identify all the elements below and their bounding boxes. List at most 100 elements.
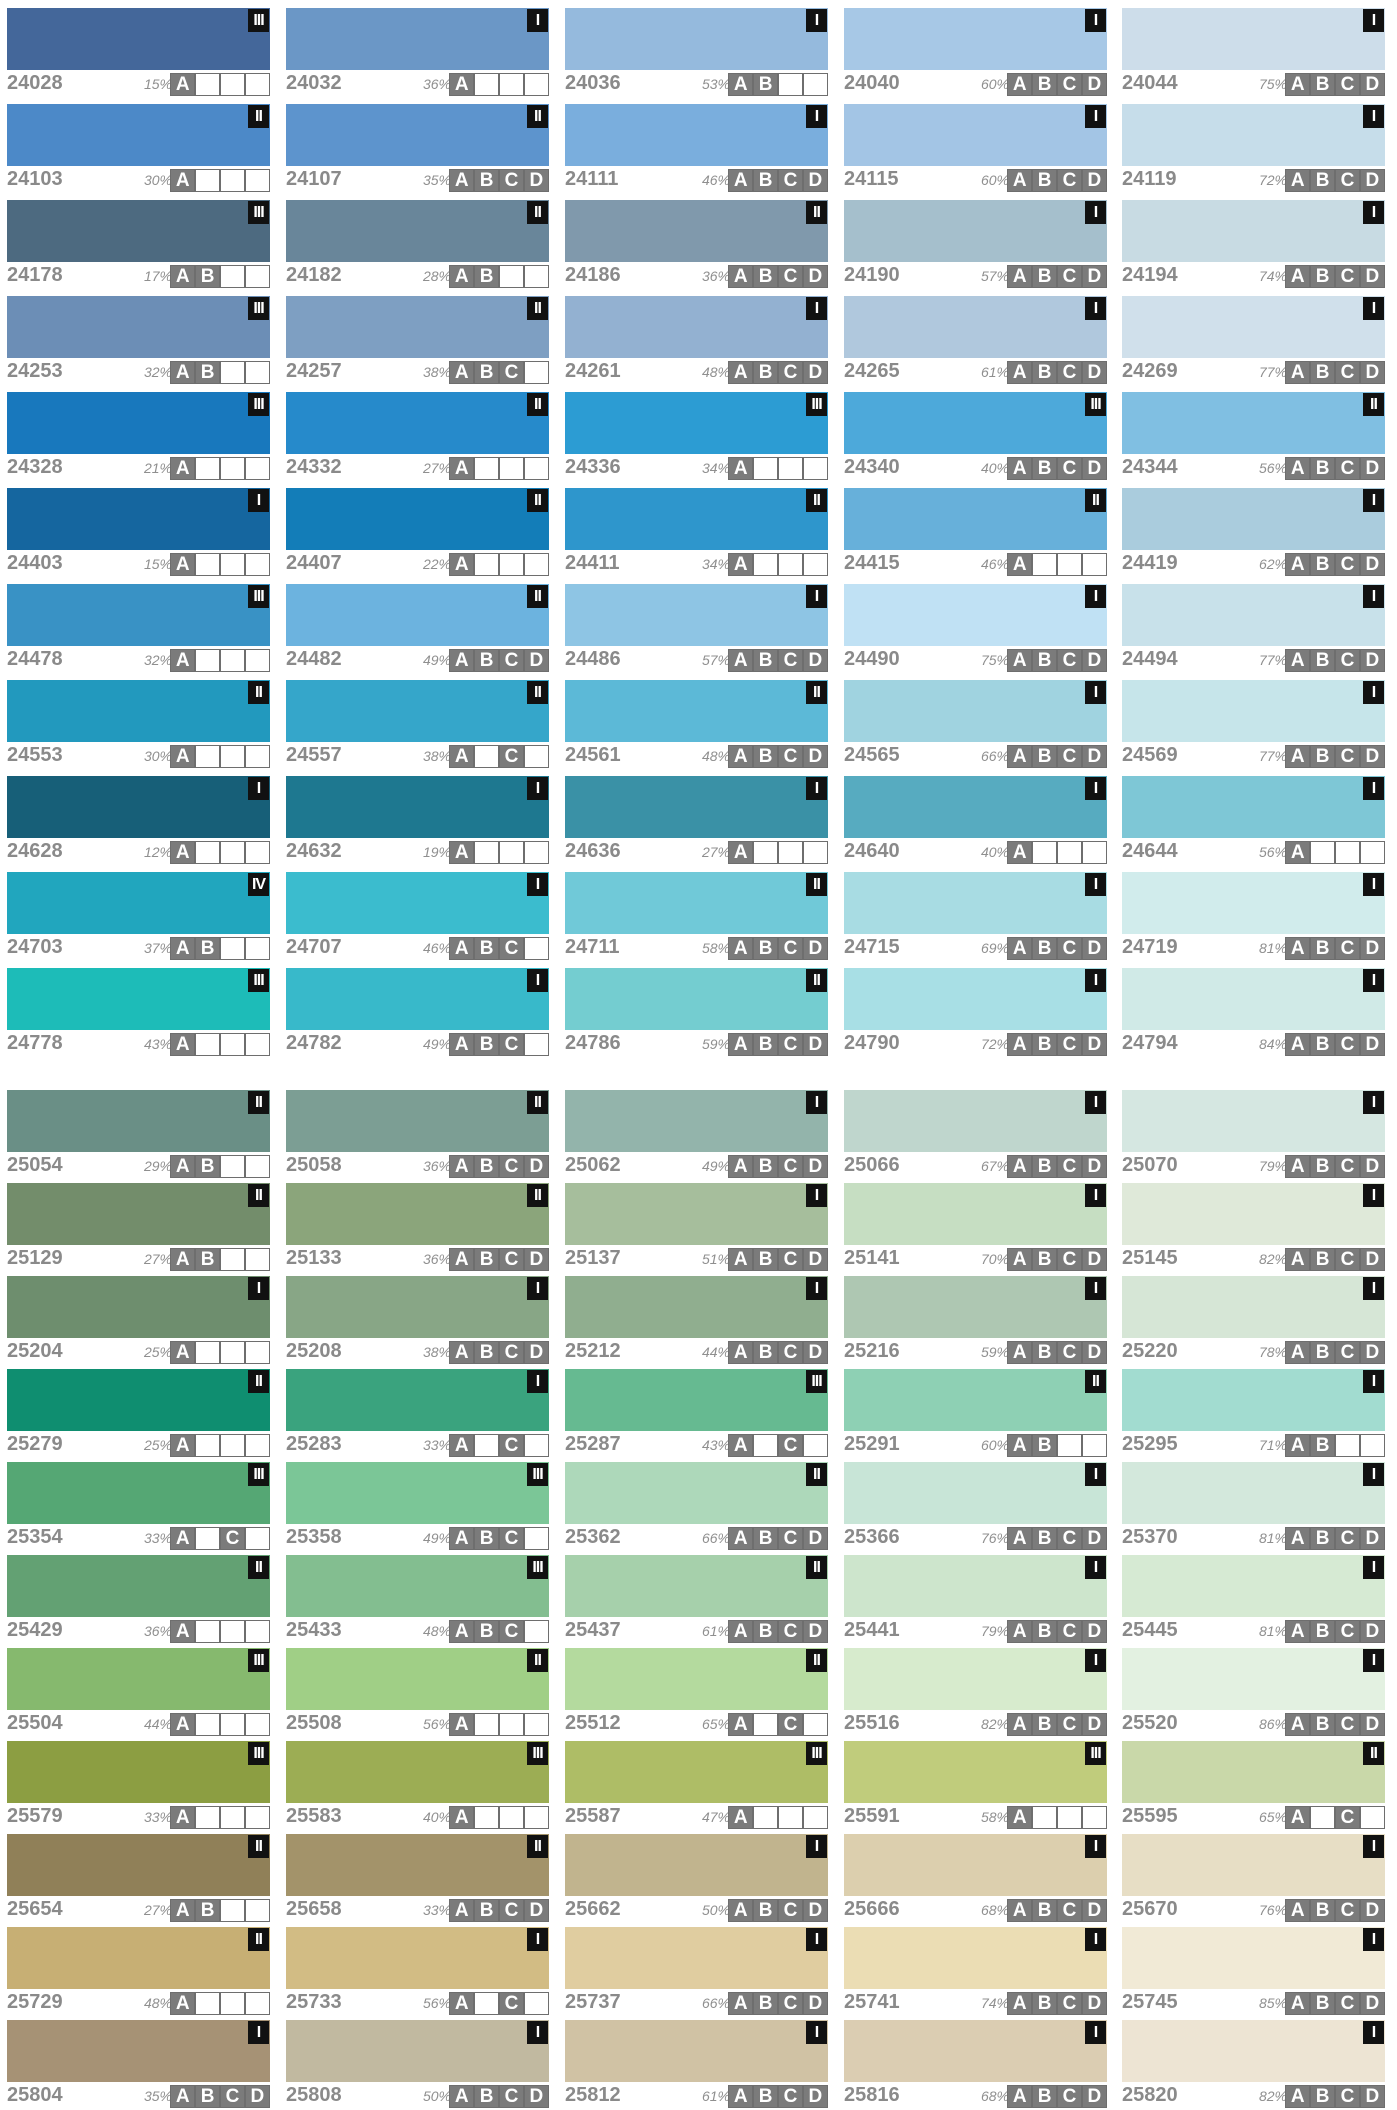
color-swatch: I 24790 72% A B C D (844, 968, 1107, 1056)
swatch-color-block (565, 1741, 828, 1803)
rating-box-a: A (729, 650, 753, 671)
color-swatch: III 25583 40% A (286, 1741, 549, 1829)
percent-value: 59% (701, 1036, 730, 1052)
rating-box-d: D (1082, 1993, 1106, 2014)
rating-box-d (803, 74, 827, 95)
percent-value: 61% (701, 1623, 730, 1639)
swatch-color-block (844, 104, 1107, 166)
rating-box-d (245, 458, 269, 479)
grade-badge: I (1363, 1277, 1384, 1300)
rating-box-a: A (450, 746, 474, 767)
grade-badge: III (806, 1742, 827, 1765)
swatch-color-block (844, 1927, 1107, 1989)
color-swatch: I 25812 61% A B C D (565, 2020, 828, 2108)
swatch-color-block (565, 8, 828, 70)
rating-box-b (753, 554, 778, 575)
swatch-color-block (1122, 968, 1385, 1030)
grade-badge: I (1085, 105, 1106, 128)
rating-box-a: A (171, 1249, 195, 1270)
percent-value: 51% (701, 1251, 730, 1267)
rating-box-a: A (1008, 1249, 1032, 1270)
grade-badge: I (806, 1091, 827, 1114)
color-swatch: I 25366 76% A B C D (844, 1462, 1107, 1550)
rating-box-c (220, 1342, 245, 1363)
color-code: 24486 (565, 648, 621, 670)
percent-value: 25% (143, 1437, 172, 1453)
rating-box-a: A (171, 2086, 195, 2107)
rating-box-b: B (753, 1528, 778, 1549)
color-swatch: II 25437 61% A B C D (565, 1555, 828, 1643)
rating-box-d: D (1082, 74, 1106, 95)
swatch-color-block (7, 2020, 270, 2082)
percent-value: 81% (1258, 1623, 1287, 1639)
color-swatch: I 24032 36% A (286, 8, 549, 96)
percent-value: 72% (980, 1036, 1009, 1052)
color-swatch: II 24257 38% A B C (286, 296, 549, 384)
color-swatch: II 25291 60% A B (844, 1369, 1107, 1457)
rating-box-b: B (474, 1034, 499, 1055)
rating-box-c: C (1335, 1249, 1360, 1270)
grade-badge: I (806, 1835, 827, 1858)
rating-box-b: B (195, 1249, 220, 1270)
grade-badge: II (527, 1091, 548, 1114)
color-swatch: I 25441 79% A B C D (844, 1555, 1107, 1643)
rating-box-b (753, 1714, 778, 1735)
rating-box-b: B (474, 266, 499, 287)
swatch-color-block (1122, 1183, 1385, 1245)
rating-box-a: A (1286, 1156, 1310, 1177)
color-code: 24111 (565, 168, 619, 190)
color-code: 24178 (7, 264, 63, 286)
grade-badge: II (248, 681, 269, 704)
swatch-color-block (844, 488, 1107, 550)
color-code: 25591 (844, 1805, 900, 1827)
rating-boxes: A (1007, 841, 1107, 864)
grade-badge: III (248, 585, 269, 608)
grade-badge: II (806, 201, 827, 224)
grade-badge: I (1085, 1928, 1106, 1951)
percent-value: 68% (980, 1902, 1009, 1918)
rating-box-d: D (1360, 1342, 1384, 1363)
percent-value: 49% (701, 1158, 730, 1174)
swatch-color-block (1122, 296, 1385, 358)
color-code: 25820 (1122, 2084, 1178, 2106)
color-swatch: I 25737 66% A B C D (565, 1927, 828, 2015)
rating-box-a: A (729, 1034, 753, 1055)
grade-badge: II (527, 681, 548, 704)
percent-value: 19% (422, 844, 451, 860)
rating-box-c (220, 554, 245, 575)
grade-badge: I (806, 1928, 827, 1951)
grade-badge: III (527, 1556, 548, 1579)
grade-badge: III (1085, 1742, 1106, 1765)
rating-box-d: D (1082, 1156, 1106, 1177)
color-swatch: III 24336 34% A (565, 392, 828, 480)
grade-badge: III (248, 297, 269, 320)
swatch-color-block (286, 296, 549, 358)
rating-box-b: B (753, 1249, 778, 1270)
grade-badge: II (806, 681, 827, 704)
rating-boxes: A (170, 1620, 270, 1643)
rating-box-a: A (1008, 458, 1032, 479)
grade-badge: I (527, 2021, 548, 2044)
percent-value: 84% (1258, 1036, 1287, 1052)
rating-box-d (524, 1034, 548, 1055)
color-swatch: I 24269 77% A B C D (1122, 296, 1385, 384)
rating-box-a: A (171, 746, 195, 767)
percent-value: 37% (143, 940, 172, 956)
swatch-color-block (565, 104, 828, 166)
swatch-color-block (286, 8, 549, 70)
grade-badge: I (1363, 1835, 1384, 1858)
rating-box-c (499, 74, 524, 95)
color-swatch: I 24115 60% A B C D (844, 104, 1107, 192)
rating-box-b: B (1310, 2086, 1335, 2107)
rating-box-d: D (1360, 458, 1384, 479)
rating-box-d: D (524, 170, 548, 191)
grade-badge: III (248, 1463, 269, 1486)
color-code: 24194 (1122, 264, 1178, 286)
rating-box-a: A (450, 554, 474, 575)
percent-value: 15% (143, 76, 172, 92)
